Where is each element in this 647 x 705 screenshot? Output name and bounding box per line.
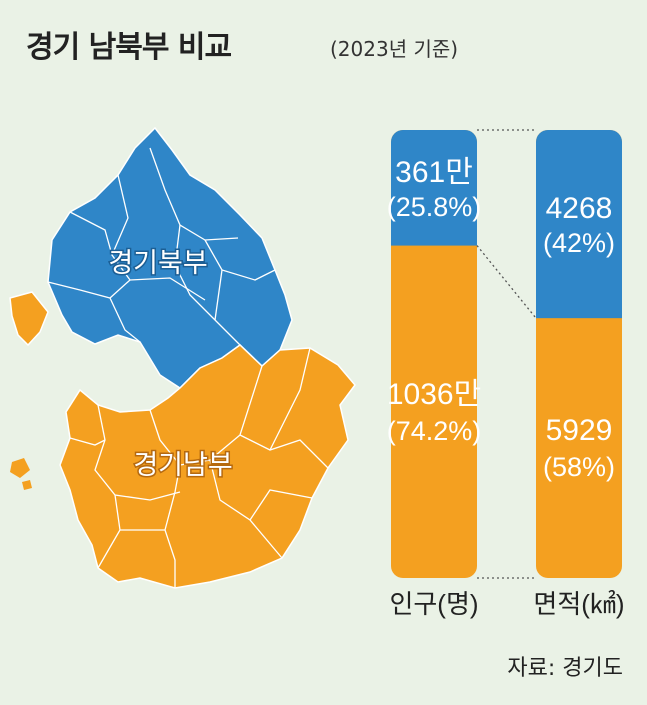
chart-title: 경기 남북부 비교 [26,30,232,65]
map-label-south: 경기남부 [133,450,232,481]
connector-layer [476,129,537,579]
share-label-north-1: (42%) [543,228,615,258]
map-island [10,458,30,478]
value-label-south-1: 5929 [546,414,613,447]
value-label-north-1: 4268 [546,192,613,225]
map-south-borders [69,347,329,588]
source-note: 자료: 경기도 [507,656,623,681]
bar-north-0 [391,130,477,246]
value-label-north-0: 361만 [395,156,473,189]
share-label-south-1: (58%) [543,452,615,482]
category-label-0: 인구(명) [389,589,478,619]
gyeonggi-map: 경기북부 경기남부 [9,126,356,589]
value-label-south-0: 1036만 [387,378,481,411]
bar-north-1 [536,130,622,319]
map-island-small [22,480,32,490]
share-label-north-0: (25.8%) [387,192,482,222]
share-label-south-0: (74.2%) [387,416,482,446]
map-north-borders [47,147,276,346]
connector-line-1 [476,245,537,319]
bar-layer [391,130,622,578]
map-label-north: 경기북부 [108,248,207,279]
chart-subtitle: (2023년 기준) [330,37,459,61]
label-layer: 361만(25.8%) 1036만 (74.2%) 인구(명) 4268(42%) 592… [387,156,625,619]
category-label-1: 면적(㎢) [533,589,624,619]
map-region-south-west [9,291,49,347]
